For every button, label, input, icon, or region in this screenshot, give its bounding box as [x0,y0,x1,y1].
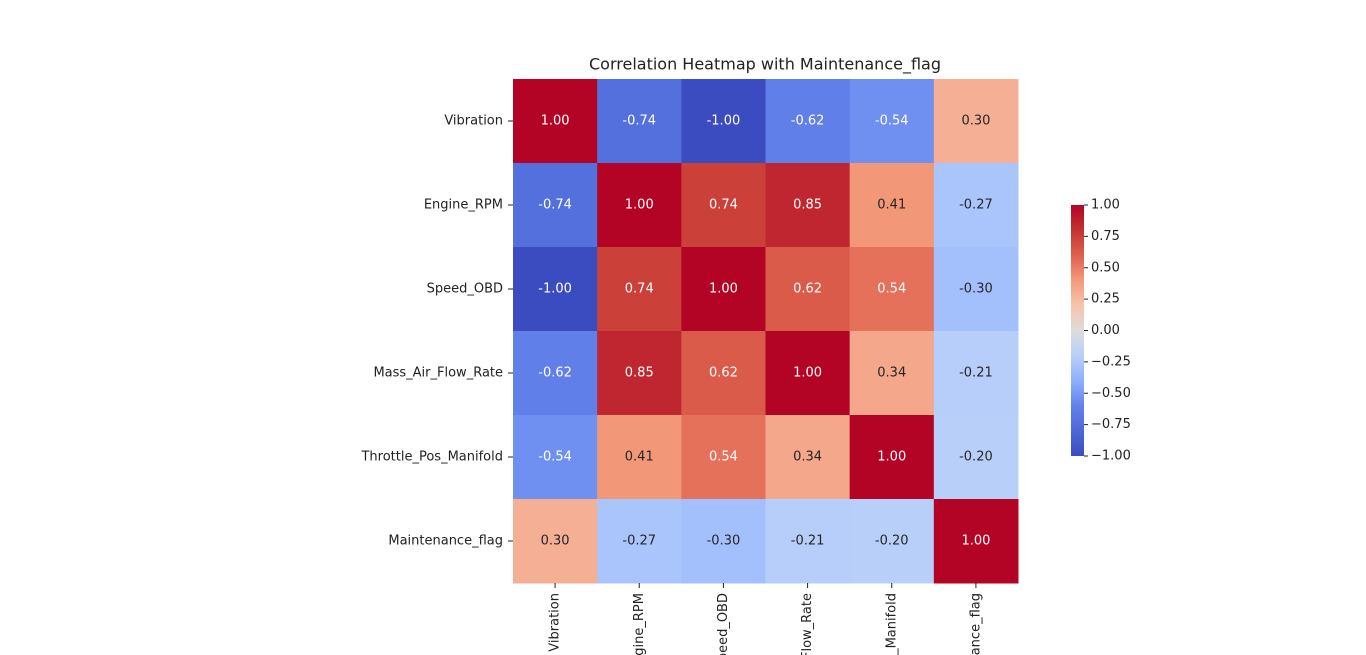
colorbar-tick-label: 0.50 [1091,260,1120,275]
y-tick-label: Maintenance_flag [388,534,503,549]
cell-label: 0.62 [793,282,822,297]
colorbar-tick-label: 0.00 [1091,323,1120,338]
x-tick-label: Vibration [548,593,563,652]
heatmap-cell [765,247,851,332]
y-tick-label: Speed_OBD [427,282,503,297]
cell-label: 0.41 [877,198,906,213]
heatmap-cell [513,79,598,164]
heatmap-cell [513,331,598,416]
colorbar-tick-label: −0.25 [1091,354,1131,369]
cell-label: 1.00 [709,282,738,297]
heatmap-cell [933,247,1019,332]
colorbar-tick-label: −0.75 [1091,417,1131,432]
heatmap-cell [933,79,1019,164]
colorbar-tick-label: 0.75 [1091,229,1120,244]
cell-label: -0.74 [622,114,656,129]
x-tick-label: Maintenance_flag [968,593,983,655]
heatmap-cell [933,499,1019,584]
heatmap-cell [765,415,851,500]
heatmap-cell [849,79,935,164]
cell-label: -0.74 [538,198,572,213]
heatmap-cell [849,247,935,332]
heatmap-cell [597,499,682,584]
cell-label: -1.00 [707,114,741,129]
heatmap-cell [597,163,682,248]
heatmap-cell [849,499,935,584]
cell-label: 1.00 [541,114,570,129]
heatmap-cell [597,79,682,164]
cell-label: -0.27 [959,198,993,213]
heatmap-cell [681,247,766,332]
cell-label: 0.62 [709,366,738,381]
heatmap-cell [765,79,851,164]
y-tick-label: Mass_Air_Flow_Rate [373,366,503,381]
colorbar-tick-label: −1.00 [1091,449,1131,464]
cell-label: 0.85 [625,366,654,381]
x-tick-label: Mass_Air_Flow_Rate [800,593,815,655]
cell-label: -0.62 [791,114,825,129]
heatmap-cell [513,415,598,500]
colorbar-tick-label: −0.50 [1091,386,1131,401]
cell-label: -0.20 [875,534,909,549]
cell-label: -0.54 [875,114,909,129]
cell-label: 1.00 [625,198,654,213]
cell-label: 0.54 [709,450,738,465]
cell-label: 1.00 [793,366,822,381]
heatmap-cell [513,163,598,248]
cell-label: -1.00 [538,282,572,297]
cell-label: 0.85 [793,198,822,213]
heatmap-cell [681,499,766,584]
heatmap-cell [849,415,935,500]
heatmap-cell [849,331,935,416]
cell-label: -0.20 [959,450,993,465]
cell-label: -0.30 [959,282,993,297]
cell-label: 0.74 [625,282,654,297]
colorbar [1071,205,1084,456]
cell-label: 0.34 [793,450,822,465]
colorbar-tick-label: 1.00 [1091,198,1120,213]
y-tick-label: Throttle_Pos_Manifold [360,450,503,465]
cell-label: -0.30 [707,534,741,549]
cell-label: 0.34 [877,366,906,381]
heatmap-cell [765,331,851,416]
heatmap-cell [933,163,1019,248]
heatmap-cell [513,499,598,584]
cell-label: -0.54 [538,450,572,465]
heatmap-cell [513,247,598,332]
heatmap-cell [597,415,682,500]
cell-label: 0.74 [709,198,738,213]
cell-label: 0.54 [877,282,906,297]
heatmap-cell [681,163,766,248]
x-tick-label: Speed_OBD [716,593,731,655]
cell-label: 0.30 [541,534,570,549]
heatmap-cell [597,247,682,332]
cell-label: -0.62 [538,366,572,381]
cell-label: -0.21 [791,534,825,549]
heatmap-cell [681,79,766,164]
heatmap-cell [933,331,1019,416]
heatmap-cell [765,163,851,248]
heatmap-cell [933,415,1019,500]
cell-label: 1.00 [961,534,990,549]
cell-label: 1.00 [877,450,906,465]
cell-label: 0.41 [625,450,654,465]
y-tick-label: Vibration [444,114,503,129]
heatmap-cell [597,331,682,416]
x-tick-label: Throttle_Pos_Manifold [884,593,899,655]
chart-title: Correlation Heatmap with Maintenance_fla… [589,55,941,75]
y-tick-label: Engine_RPM [424,198,503,213]
colorbar-tick-label: 0.25 [1091,292,1120,307]
heatmap-cell [681,331,766,416]
heatmap-cell [765,499,851,584]
heatmap-cell [849,163,935,248]
x-tick-label: Engine_RPM [632,593,647,655]
heatmap-cell [681,415,766,500]
cell-label: -0.21 [959,366,993,381]
cell-label: -0.27 [622,534,656,549]
cell-label: 0.30 [961,114,990,129]
